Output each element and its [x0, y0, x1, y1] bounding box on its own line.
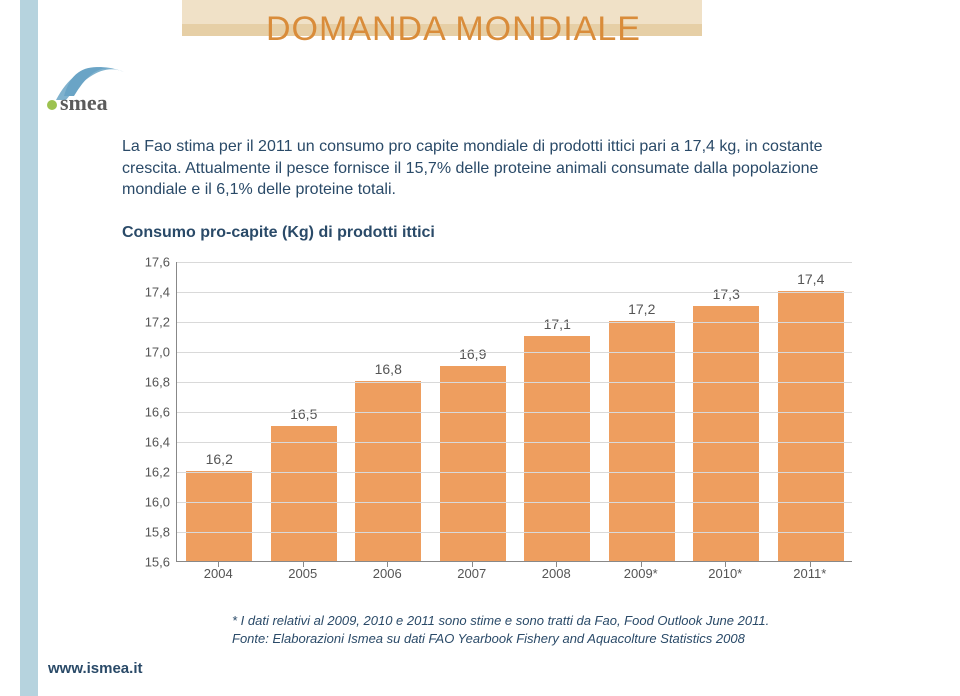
ytick-label: 17,0 [145, 345, 170, 360]
xtick-label: 2008 [514, 566, 599, 581]
bar-value-label: 17,1 [524, 316, 590, 332]
ytick-label: 16,4 [145, 435, 170, 450]
bar-group: 16,2 [186, 471, 252, 561]
ytick-label: 17,4 [145, 285, 170, 300]
bar-group: 17,3 [693, 306, 759, 561]
body-paragraph: La Fao stima per il 2011 un consumo pro … [122, 136, 882, 201]
xtick-label: 2004 [176, 566, 261, 581]
bar-group: 17,2 [609, 321, 675, 561]
bar [778, 291, 844, 561]
gridline [177, 502, 852, 503]
gridline [177, 412, 852, 413]
xtick-label: 2011* [768, 566, 853, 581]
bar [609, 321, 675, 561]
chart-plot-area: 16,2 16,5 16,8 16,9 17,1 17,2 17,3 17,4 [176, 262, 852, 562]
ismea-logo: smea [44, 52, 172, 124]
bar-value-label: 16,9 [440, 346, 506, 362]
title-main: DOMANDA MONDIALE [182, 0, 702, 58]
bar [271, 426, 337, 561]
xtick-label: 2009* [599, 566, 684, 581]
bar [186, 471, 252, 561]
footer-url: www.ismea.it [48, 660, 142, 677]
chart-container: 16,2 16,5 16,8 16,9 17,1 17,2 17,3 17,4 15,6 15,… [122, 252, 862, 592]
footnote: * I dati relativi al 2009, 2010 e 2011 s… [232, 612, 769, 647]
xtick-label: 2010* [683, 566, 768, 581]
bar-group: 17,4 [778, 291, 844, 561]
gridline [177, 352, 852, 353]
gridline [177, 532, 852, 533]
bar-group: 16,8 [355, 381, 421, 561]
bar-value-label: 17,4 [778, 271, 844, 287]
gridline [177, 442, 852, 443]
xtick-label: 2005 [261, 566, 346, 581]
chart-title: Consumo pro-capite (Kg) di prodotti itti… [122, 224, 435, 242]
ytick-label: 16,0 [145, 495, 170, 510]
ytick-label: 16,2 [145, 465, 170, 480]
ytick-label: 16,6 [145, 405, 170, 420]
bar [693, 306, 759, 561]
bar-group: 17,1 [524, 336, 590, 561]
bar-group: 16,5 [271, 426, 337, 561]
bar-value-label: 16,8 [355, 361, 421, 377]
gridline [177, 262, 852, 263]
footnote-line2: Fonte: Elaborazioni Ismea su dati FAO Ye… [232, 631, 745, 646]
left-stripe [20, 0, 38, 696]
gridline [177, 472, 852, 473]
bar-value-label: 16,5 [271, 406, 337, 422]
xtick-label: 2006 [345, 566, 430, 581]
bar-value-label: 17,3 [693, 286, 759, 302]
bar [524, 336, 590, 561]
gridline [177, 322, 852, 323]
page-title: DOMANDA MONDIALE [266, 10, 641, 49]
gridline [177, 382, 852, 383]
ytick-label: 17,2 [145, 315, 170, 330]
gridline [177, 292, 852, 293]
slide-root: smea DOMANDA MONDIALE La Fao stima per i… [0, 0, 960, 696]
footnote-line1: * I dati relativi al 2009, 2010 e 2011 s… [232, 613, 769, 628]
ytick-label: 17,6 [145, 255, 170, 270]
bar-value-label: 17,2 [609, 301, 675, 317]
xtick-label: 2007 [430, 566, 515, 581]
ytick-label: 15,8 [145, 525, 170, 540]
svg-text:smea: smea [60, 90, 108, 115]
bar [355, 381, 421, 561]
bar-value-label: 16,2 [186, 451, 252, 467]
ytick-label: 15,6 [145, 555, 170, 570]
ytick-label: 16,8 [145, 375, 170, 390]
